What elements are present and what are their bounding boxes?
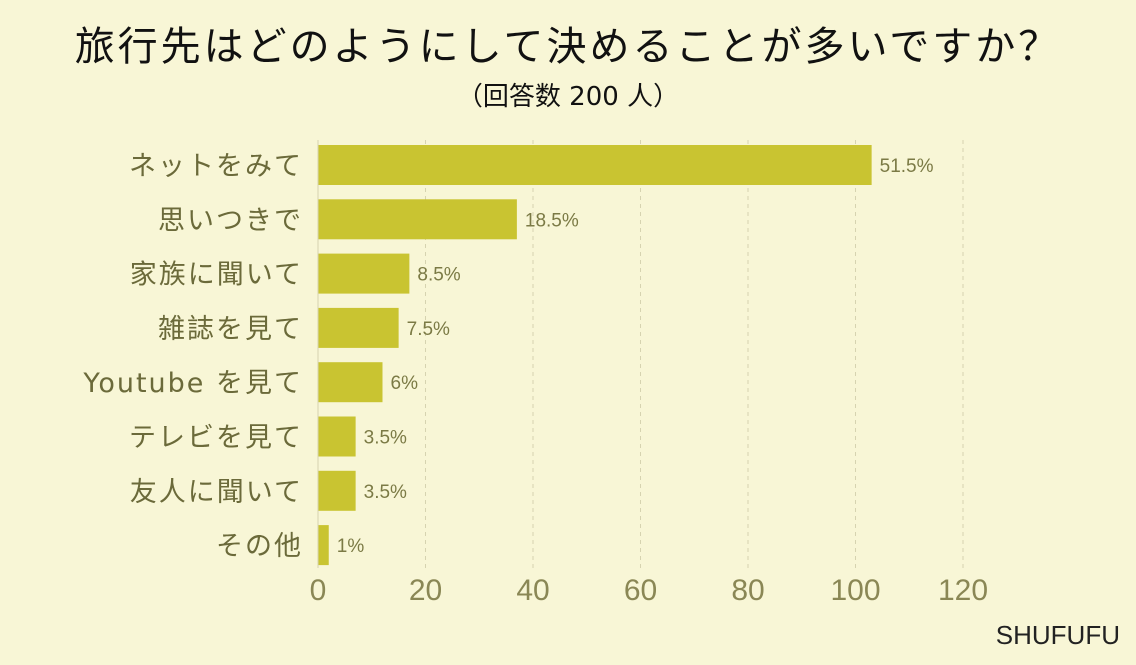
x-tick-label: 100 [830,574,880,607]
chart-subtitle: （回答数 200 人） [456,82,680,112]
bar [318,307,399,348]
brand-logo-text: SHUFUFU [995,620,1120,650]
category-label: 家族に聞いて [130,260,303,291]
bar [318,416,356,457]
x-tick-label: 80 [731,574,764,607]
bar [318,253,410,294]
category-label: 雑誌を見て [158,314,303,345]
x-tick-label: 20 [409,574,442,607]
x-tick-label: 60 [624,574,657,607]
data-label: 3.5% [364,428,407,449]
bar [318,362,383,403]
data-label: 51.5% [880,156,934,177]
data-label: 8.5% [417,265,460,286]
data-label: 6% [391,373,419,394]
bar [318,199,517,240]
data-label: 3.5% [364,482,407,503]
category-label: ネットをみて [129,151,303,182]
x-tick-label: 120 [938,574,988,607]
x-tick-label: 40 [516,574,549,607]
data-label: 7.5% [407,319,450,340]
category-label: その他 [216,531,303,562]
bar [318,145,872,185]
category-label: Youtube を見て [82,368,303,399]
chart-title: 旅行先はどのようにして決めることが多いですか？ [74,24,1062,70]
x-tick-label: 0 [310,574,327,607]
bar [318,470,356,511]
category-label: 友人に聞いて [130,477,303,508]
bar [318,525,329,566]
category-label: テレビを見て [129,423,303,454]
data-label: 18.5% [525,210,579,231]
data-label: 1% [337,536,365,557]
category-label: 思いつきで [158,205,303,236]
